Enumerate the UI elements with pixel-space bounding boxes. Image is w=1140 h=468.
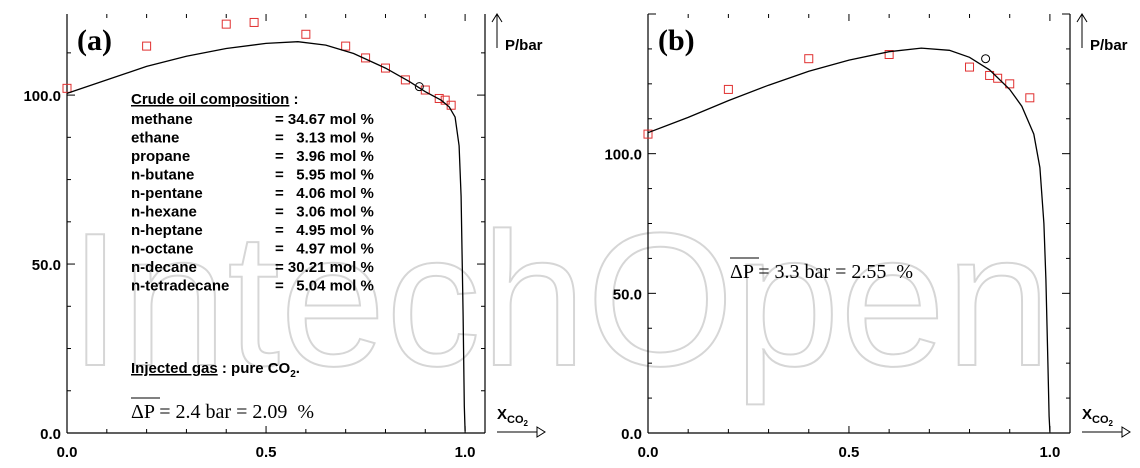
composition-title-line: Crude oil composition : [131,91,299,108]
data-point [301,29,311,39]
x-tick-label: 0.0 [57,444,78,461]
x-axis-title-main: X [497,406,507,423]
component-name: n-butane [131,167,194,184]
data-point [965,62,975,72]
y-axis-arrow-head [491,13,503,23]
delta-p-value: = 3.3 bar = 2.55 % [753,261,913,283]
composition-title: Crude oil composition [131,91,289,108]
component-name: n-pentane [131,185,203,202]
data-point [804,54,814,64]
x-axis-title-sub: CO [1092,414,1109,426]
data-point [993,73,1003,83]
panel-label: (b) [658,24,695,57]
data-point [62,83,72,93]
data-point [361,53,371,63]
component-name: n-hexane [131,204,197,221]
x-axis-title-subsub: 2 [524,419,529,428]
component-name: n-heptane [131,222,203,239]
component-name: n-tetradecane [131,278,229,295]
component-value: = 34.67 mol % [275,111,374,128]
y-axis-title: P/bar [1090,37,1128,54]
x-axis-title-subsub: 2 [1109,419,1114,428]
data-point [884,50,894,60]
x-axis-title: XCO2 [1082,406,1114,428]
data-point [249,17,259,27]
data-point [446,100,456,110]
y-tick-label: 50.0 [32,257,61,274]
x-axis-title-sub: CO [507,414,524,426]
data-point [1005,79,1015,89]
watermark-text: IntechOpen [69,194,1051,406]
delta-p-symbol: ΔP [730,261,754,283]
chart-panel-b: 0.0 0.5 1.0 0.0 50.0 100.0 P/bar XCO2 (b) ΔP = 3.… [604,13,1131,461]
injected-gas-value: : pure CO [218,360,291,377]
injected-gas-tail: . [296,360,300,377]
injected-gas-sub: 2 [290,369,296,380]
delta-p-symbol: ΔP [131,401,155,423]
y-tick-label: 100.0 [604,147,642,164]
data-point [434,93,444,103]
model-curve [66,41,466,432]
component-name: n-octane [131,241,194,258]
component-value: = 5.95 mol % [275,167,374,184]
component-value: = 3.06 mol % [275,204,374,221]
data-point [142,41,152,51]
data-point [221,19,231,29]
component-value: = 4.97 mol % [275,241,374,258]
x-tick-label: 0.5 [839,444,860,461]
data-point [341,41,351,51]
y-tick-label: 0.0 [40,426,61,443]
component-value: = 4.06 mol % [275,185,374,202]
composition-colon: : [289,91,298,108]
x-tick-label: 1.0 [455,444,476,461]
x-tick-label: 1.0 [1039,444,1060,461]
component-value: = 3.13 mol % [275,130,374,147]
component-name: propane [131,148,190,165]
y-tick-label: 50.0 [613,286,642,303]
injected-gas-line: Injected gas : pure CO2. [131,360,300,380]
component-value: = 3.96 mol % [275,148,374,165]
data-point [380,63,390,73]
critical-point-marker [981,54,991,64]
y-axis-title: P/bar [505,37,543,54]
component-value: = 5.04 mol % [275,278,374,295]
component-name: ethane [131,130,179,147]
x-tick-label: 0.0 [638,444,659,461]
y-axis-arrow-head [1076,13,1088,23]
data-point [643,129,653,139]
component-name: methane [131,111,193,128]
panel-label: (a) [77,24,112,57]
data-point [723,84,733,94]
model-curve [647,47,1051,432]
data-point [400,75,410,85]
delta-p-annotation: ΔP = 2.4 bar = 2.09 % [131,401,314,423]
delta-p-value: = 2.4 bar = 2.09 % [154,401,314,423]
component-value: = 4.95 mol % [275,222,374,239]
x-axis-arrow-head [1121,426,1131,438]
x-axis-title-main: X [1082,406,1092,423]
data-point [1025,93,1035,103]
delta-p-annotation: ΔP = 3.3 bar = 2.55 % [730,261,913,283]
component-value: = 30.21 mol % [275,259,374,276]
y-tick-label: 100.0 [23,88,61,105]
y-tick-label: 0.0 [621,426,642,443]
component-name: n-decane [131,259,197,276]
x-axis-title: XCO2 [497,406,529,428]
x-axis-arrow-head [536,426,546,438]
injected-gas-label: Injected gas [131,360,218,377]
x-tick-label: 0.5 [256,444,277,461]
critical-point-marker [414,82,424,92]
